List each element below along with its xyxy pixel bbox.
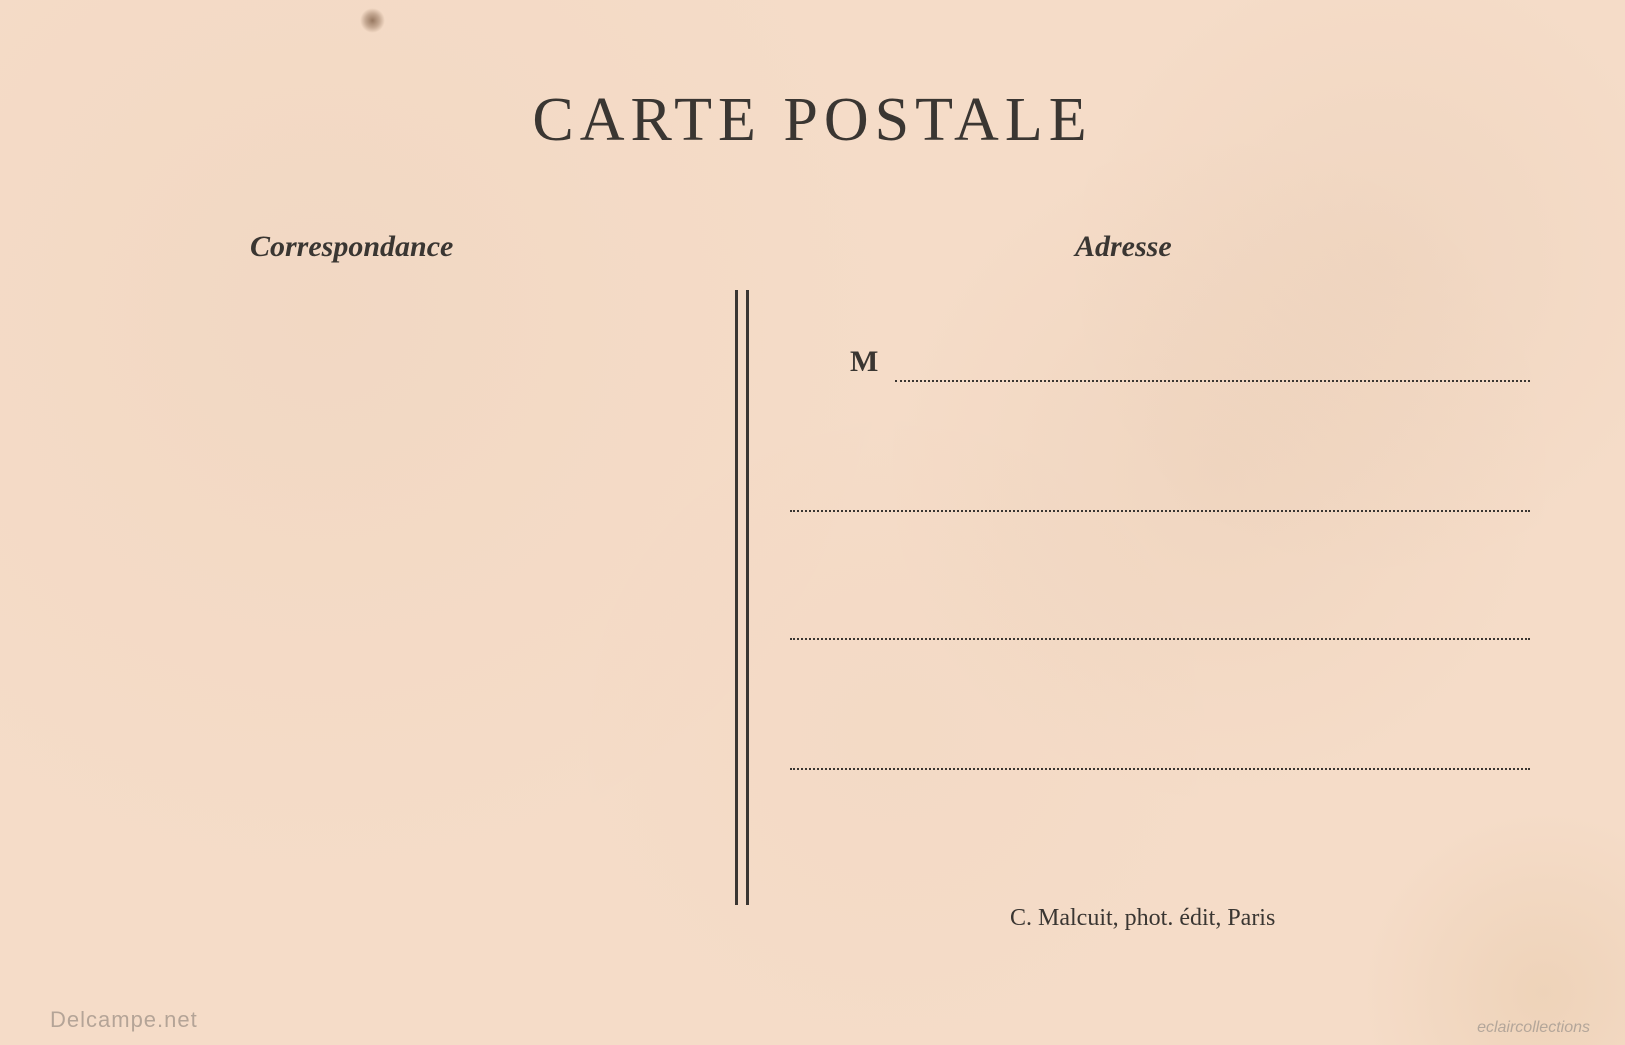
address-line — [895, 380, 1530, 382]
seller-attribution: eclaircollections — [1477, 1019, 1590, 1037]
publisher-credit: C. Malcuit, phot. édit, Paris — [1010, 905, 1275, 932]
vertical-divider — [735, 290, 749, 905]
address-line — [790, 768, 1530, 770]
address-line — [790, 510, 1530, 512]
postcard-title: CARTE POSTALE — [532, 85, 1092, 156]
address-salutation-prefix: M — [850, 345, 878, 379]
correspondence-section-label: Correspondance — [250, 230, 453, 264]
site-watermark: Delcampe.net — [50, 1007, 198, 1033]
address-line — [790, 638, 1530, 640]
address-section-label: Adresse — [1075, 230, 1172, 264]
